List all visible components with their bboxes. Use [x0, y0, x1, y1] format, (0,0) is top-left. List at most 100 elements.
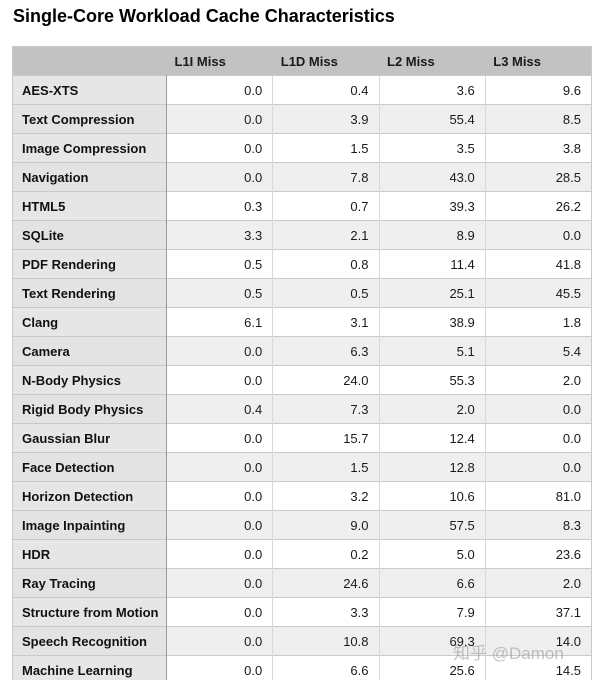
miss-value: 38.9: [378, 307, 486, 337]
workload-label: Image Inpainting: [12, 510, 167, 540]
miss-value: 3.3: [272, 597, 379, 627]
miss-value: 3.9: [272, 104, 379, 134]
miss-value: 3.5: [378, 133, 486, 163]
miss-value: 41.8: [484, 249, 592, 279]
table-row: AES-XTS 0.0 0.4 3.6 9.6: [12, 75, 592, 105]
miss-value: 3.2: [272, 481, 379, 511]
miss-value: 55.4: [378, 104, 486, 134]
table-row: HTML5 0.3 0.7 39.3 26.2: [12, 191, 592, 221]
miss-value: 0.0: [165, 481, 273, 511]
miss-value: 3.3: [165, 220, 273, 250]
column-header-l2-miss: L2 Miss: [379, 46, 486, 76]
page-title: Single-Core Workload Cache Characteristi…: [13, 6, 395, 26]
table-row: Text Compression 0.0 3.9 55.4 8.5: [12, 104, 592, 134]
table-row: Machine Learning 0.0 6.6 25.6 14.5: [12, 655, 592, 680]
workload-label: Clang: [12, 307, 167, 337]
workload-label: Rigid Body Physics: [12, 394, 167, 424]
workload-label: Horizon Detection: [12, 481, 167, 511]
miss-value: 6.3: [272, 336, 379, 366]
miss-value: 69.3: [378, 626, 486, 656]
miss-value: 8.3: [484, 510, 592, 540]
table-row: Speech Recognition 0.0 10.8 69.3 14.0: [12, 626, 592, 656]
workload-label: Image Compression: [12, 133, 167, 163]
miss-value: 1.5: [272, 133, 379, 163]
table-row: Image Inpainting 0.0 9.0 57.5 8.3: [12, 510, 592, 540]
corner-cell: [12, 46, 167, 76]
miss-value: 0.0: [165, 510, 273, 540]
miss-value: 0.2: [272, 539, 379, 569]
miss-value: 0.4: [272, 75, 379, 105]
miss-value: 3.6: [378, 75, 486, 105]
miss-value: 37.1: [484, 597, 592, 627]
table-row: Image Compression 0.0 1.5 3.5 3.8: [12, 133, 592, 163]
miss-value: 0.0: [484, 220, 592, 250]
table-row: Structure from Motion 0.0 3.3 7.9 37.1: [12, 597, 592, 627]
miss-value: 2.1: [272, 220, 379, 250]
column-header-l1d-miss: L1D Miss: [272, 46, 379, 76]
miss-value: 0.5: [272, 278, 379, 308]
table-row: HDR 0.0 0.2 5.0 23.6: [12, 539, 592, 569]
miss-value: 0.0: [165, 568, 273, 598]
miss-value: 0.0: [165, 655, 273, 680]
miss-value: 0.4: [165, 394, 273, 424]
miss-value: 0.0: [165, 365, 273, 395]
miss-value: 45.5: [484, 278, 592, 308]
miss-value: 8.5: [484, 104, 592, 134]
table-row: Navigation 0.0 7.8 43.0 28.5: [12, 162, 592, 192]
miss-value: 3.8: [484, 133, 592, 163]
table-header-row: L1I Miss L1D Miss L2 Miss L3 Miss: [12, 46, 592, 76]
miss-value: 3.1: [272, 307, 379, 337]
table-row: Clang 6.1 3.1 38.9 1.8: [12, 307, 592, 337]
workload-label: Text Compression: [12, 104, 167, 134]
miss-value: 12.8: [378, 452, 486, 482]
miss-value: 81.0: [484, 481, 592, 511]
workload-label: Navigation: [12, 162, 167, 192]
column-header-l3-miss: L3 Miss: [485, 46, 592, 76]
miss-value: 0.0: [165, 162, 273, 192]
miss-value: 5.4: [484, 336, 592, 366]
workload-label: PDF Rendering: [12, 249, 167, 279]
miss-value: 25.6: [378, 655, 486, 680]
table-row: Gaussian Blur 0.0 15.7 12.4 0.0: [12, 423, 592, 453]
miss-value: 0.3: [165, 191, 273, 221]
miss-value: 11.4: [378, 249, 486, 279]
miss-value: 5.1: [378, 336, 486, 366]
miss-value: 0.5: [165, 278, 273, 308]
miss-value: 14.0: [484, 626, 592, 656]
miss-value: 6.1: [165, 307, 273, 337]
miss-value: 0.0: [484, 452, 592, 482]
cache-table: L1I Miss L1D Miss L2 Miss L3 Miss AES-XT…: [12, 46, 592, 680]
column-header-l1i-miss: L1I Miss: [166, 46, 273, 76]
table-row: N-Body Physics 0.0 24.0 55.3 2.0: [12, 365, 592, 395]
miss-value: 39.3: [378, 191, 486, 221]
miss-value: 2.0: [484, 568, 592, 598]
miss-value: 0.8: [272, 249, 379, 279]
miss-value: 0.7: [272, 191, 379, 221]
table-row: Horizon Detection 0.0 3.2 10.6 81.0: [12, 481, 592, 511]
miss-value: 0.0: [165, 423, 273, 453]
miss-value: 0.5: [165, 249, 273, 279]
table-row: Text Rendering 0.5 0.5 25.1 45.5: [12, 278, 592, 308]
miss-value: 0.0: [165, 452, 273, 482]
workload-label: N-Body Physics: [12, 365, 167, 395]
miss-value: 12.4: [378, 423, 486, 453]
miss-value: 14.5: [484, 655, 592, 680]
table-row: Ray Tracing 0.0 24.6 6.6 2.0: [12, 568, 592, 598]
miss-value: 55.3: [378, 365, 486, 395]
workload-label: Gaussian Blur: [12, 423, 167, 453]
miss-value: 0.0: [165, 597, 273, 627]
miss-value: 43.0: [378, 162, 486, 192]
miss-value: 9.0: [272, 510, 379, 540]
miss-value: 7.3: [272, 394, 379, 424]
table-row: PDF Rendering 0.5 0.8 11.4 41.8: [12, 249, 592, 279]
miss-value: 15.7: [272, 423, 379, 453]
miss-value: 10.8: [272, 626, 379, 656]
workload-label: Camera: [12, 336, 167, 366]
miss-value: 1.5: [272, 452, 379, 482]
miss-value: 0.0: [165, 626, 273, 656]
miss-value: 24.6: [272, 568, 379, 598]
workload-label: Face Detection: [12, 452, 167, 482]
miss-value: 0.0: [165, 336, 273, 366]
miss-value: 0.0: [165, 133, 273, 163]
